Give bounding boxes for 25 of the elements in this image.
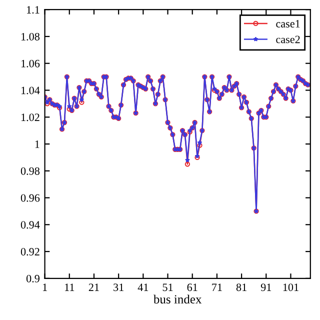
y-tick-label: 0.98 — [20, 167, 40, 175]
x-tick-label: 91 — [260, 284, 272, 292]
legend-label: case2 — [276, 36, 300, 44]
x-tick-label: 101 — [283, 284, 298, 292]
x-tick-label: 31 — [114, 284, 124, 292]
x-tick-label: 1 — [43, 284, 47, 291]
y-tick-label: 1.1 — [27, 6, 40, 14]
y-tick-label: 1.06 — [21, 60, 40, 68]
x-tick-label: 81 — [236, 284, 246, 292]
x-tick-label: 41 — [138, 284, 148, 291]
x-tick-label: 11 — [65, 284, 74, 291]
x-tick-label: 21 — [88, 284, 99, 291]
y-tick-label: 0.96 — [20, 194, 40, 202]
y-tick-label: 0.9 — [26, 274, 40, 282]
y-tick-label: 1.02 — [21, 114, 40, 122]
legend-label: case1 — [276, 20, 300, 28]
y-tick-label: 1 — [35, 140, 40, 148]
y-tick-label: 0.94 — [20, 221, 40, 229]
y-tick-label: 1.08 — [21, 32, 40, 40]
y-tick-label: 1.04 — [21, 86, 40, 94]
x-tick-label: 71 — [212, 284, 222, 291]
x-axis-title: bus index — [153, 294, 202, 304]
x-tick-label: 61 — [187, 284, 198, 292]
x-tick-label: 51 — [162, 284, 173, 292]
y-tick-label: 0.92 — [20, 248, 40, 256]
